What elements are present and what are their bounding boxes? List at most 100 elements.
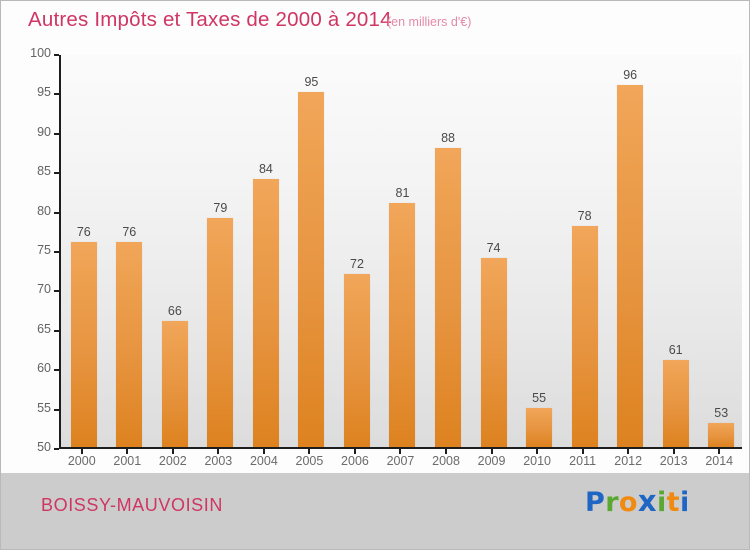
x-axis-tick-label: 2005 [295, 454, 324, 468]
logo-letter: x [637, 484, 657, 518]
plot-area: 76 76 66 79 84 95 72 81 88 74 55 78 96 61 53 [59, 55, 742, 449]
bar-value-label: 81 [395, 185, 410, 200]
x-axis-tick-mark [353, 449, 356, 454]
x-axis-tick-label: 2001 [113, 454, 142, 468]
bar-group: 61 [653, 55, 699, 447]
bar-value-label: 53 [714, 406, 729, 421]
bar[interactable] [389, 202, 416, 447]
bar[interactable] [571, 226, 598, 447]
x-axis-tick-label: 2002 [158, 454, 187, 468]
x-axis-tick-mark [80, 449, 83, 454]
x-axis-tick-label: 2006 [341, 454, 369, 468]
bar-group: 95 [289, 55, 335, 447]
bar-group: 76 [107, 55, 153, 447]
bar-value-label: 72 [350, 256, 364, 271]
x-axis-tick-mark [672, 449, 675, 454]
bar-group: 74 [471, 55, 517, 447]
bar-group: 84 [243, 55, 289, 447]
x-axis-tick: 2007 [378, 449, 424, 471]
y-axis-tick-mark [54, 54, 59, 56]
commune-name: BOISSY-MAUVOISIN [41, 495, 223, 515]
bar[interactable] [708, 423, 735, 447]
bar-value-label: 88 [441, 130, 455, 145]
bar-value-label: 66 [167, 303, 182, 318]
y-axis-tick-label: 50 [37, 440, 51, 454]
bar[interactable] [207, 218, 234, 447]
bar[interactable] [617, 84, 644, 447]
bar-value-label: 61 [668, 343, 683, 358]
bar-value-label: 84 [258, 162, 273, 177]
x-axis-tick-mark [399, 449, 402, 454]
x-axis-tick-label: 2003 [204, 454, 233, 468]
x-axis-tick-label: 2010 [523, 454, 551, 468]
x-axis-tick-label: 2004 [249, 454, 278, 468]
x-axis-tick: 2006 [332, 449, 378, 471]
y-axis-tick-mark [54, 211, 59, 214]
bar[interactable] [662, 360, 689, 447]
x-axis-tick: 2000 [59, 449, 105, 471]
bar-group: 96 [607, 55, 653, 447]
bar-group: 66 [152, 55, 198, 447]
x-axis-tick-mark [126, 449, 129, 454]
x-axis-tick: 2010 [514, 449, 560, 471]
y-axis-tick-label: 85 [37, 164, 51, 179]
x-axis-tick-mark [581, 449, 584, 454]
x-axis-tick: 2012 [605, 449, 651, 471]
y-axis-tick-label: 100 [30, 46, 51, 60]
x-axis-tick-mark [718, 449, 721, 454]
bar-value-label: 78 [577, 209, 592, 224]
bar-value-label: 55 [532, 390, 547, 405]
page-title: Autres Impôts et Taxes de 2000 à 2014 [28, 8, 392, 31]
bar[interactable] [480, 257, 507, 447]
x-axis-tick-mark [262, 449, 265, 454]
bar-group: 88 [425, 55, 471, 447]
y-axis-tick-label: 60 [37, 361, 51, 376]
x-axis-tick-label: 2000 [67, 454, 96, 468]
bar[interactable] [435, 147, 462, 447]
x-axis-tick-mark [217, 449, 220, 454]
logo-letter: o [618, 487, 638, 518]
x-axis-tick: 2011 [560, 449, 606, 471]
x-axis-tick: 2001 [105, 449, 151, 471]
bar-group: 55 [516, 55, 562, 447]
y-axis-tick-label: 95 [37, 85, 51, 100]
x-axis-tick-label: 2008 [432, 454, 460, 468]
x-axis-tick-label: 2007 [386, 454, 415, 468]
bar-value-label: 76 [76, 225, 91, 240]
bar[interactable] [343, 273, 370, 447]
x-axis-tick-mark [308, 449, 311, 454]
x-axis-tick-label: 2012 [614, 454, 643, 468]
x-axis-tick-mark [490, 449, 493, 454]
bar[interactable] [526, 407, 553, 447]
logo-letter: i [656, 487, 667, 518]
x-axis-tick: 2009 [469, 449, 515, 471]
y-axis-tick-label: 80 [37, 203, 51, 218]
x-axis-tick: 2014 [696, 449, 742, 471]
x-axis-tick-label: 2014 [705, 454, 734, 468]
y-axis-tick-label: 90 [37, 124, 51, 139]
bar-group: 81 [380, 55, 426, 447]
bar-value-label: 79 [213, 201, 228, 216]
chart-subtitle: (en milliers d'€) [387, 15, 472, 29]
x-axis-tick-mark [627, 449, 630, 454]
y-axis-tick-mark [54, 329, 59, 332]
chart-header: Autres Impôts et Taxes de 2000 à 2014 (e… [1, 1, 749, 41]
bar[interactable] [252, 179, 279, 447]
bar[interactable] [298, 92, 325, 447]
logo-letter: r [605, 487, 619, 518]
bar[interactable] [70, 242, 97, 447]
logo-letter: t [666, 487, 680, 518]
bar-group: 53 [698, 55, 744, 447]
x-axis-tick-label: 2013 [659, 454, 688, 468]
y-axis-tick-mark [54, 93, 59, 96]
y-axis-tick-mark [54, 251, 59, 253]
proxiti-logo[interactable]: Proxiti [585, 484, 690, 518]
bar-group: 78 [562, 55, 608, 447]
y-axis-tick-mark [54, 290, 59, 293]
bar[interactable] [116, 242, 143, 447]
x-axis-tick-mark [536, 449, 539, 454]
bar-value-label: 95 [304, 75, 319, 90]
bar[interactable] [161, 320, 188, 447]
x-axis-tick-mark [171, 449, 174, 454]
